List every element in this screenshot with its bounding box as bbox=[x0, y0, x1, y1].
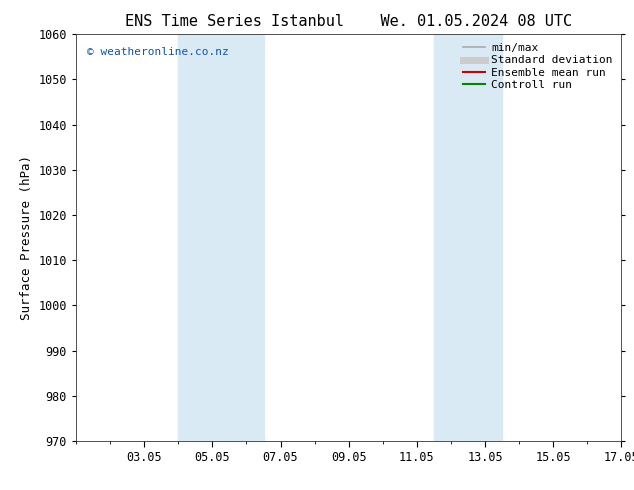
Bar bbox=[178, 34, 264, 441]
Bar bbox=[434, 34, 502, 441]
Text: © weatheronline.co.nz: © weatheronline.co.nz bbox=[87, 47, 229, 56]
Title: ENS Time Series Istanbul    We. 01.05.2024 08 UTC: ENS Time Series Istanbul We. 01.05.2024 … bbox=[125, 14, 573, 29]
Y-axis label: Surface Pressure (hPa): Surface Pressure (hPa) bbox=[20, 155, 33, 320]
Legend: min/max, Standard deviation, Ensemble mean run, Controll run: min/max, Standard deviation, Ensemble me… bbox=[460, 40, 616, 93]
